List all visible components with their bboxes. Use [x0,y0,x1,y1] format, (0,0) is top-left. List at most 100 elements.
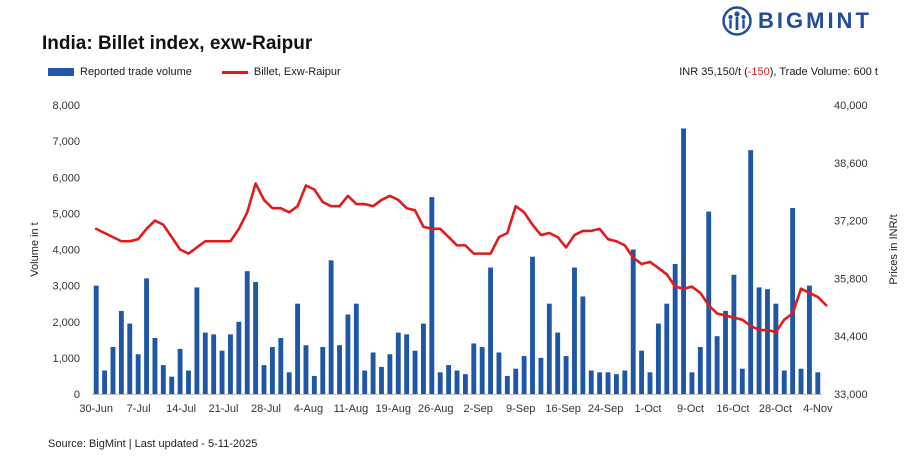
volume-bar [127,323,133,394]
volume-bar [681,128,686,395]
volume-bar [572,267,577,394]
volume-bar [538,357,544,395]
volume-bar [655,323,661,394]
x-tick-label: 9-Oct [677,403,704,415]
price-summary: INR 35,150/t (-150), Trade Volume: 600 t [679,66,878,78]
y-left-tick-label: 1,000 [52,353,80,365]
price-line [94,182,828,334]
x-tick-label: 7-Jul [127,403,151,415]
y-right-tick-label: 33,000 [834,389,868,401]
volume-bar [739,368,745,394]
volume-bar [639,350,645,394]
y-left-tick-label: 5,000 [52,208,80,220]
volume-bar [387,354,393,394]
volume-bar [815,372,821,394]
volume-bar [169,376,175,394]
y-left-axis-title: Volume in t [29,222,41,276]
volume-bar [479,347,485,394]
y-right-tick-label: 40,000 [834,100,868,112]
x-tick-label: 19-Aug [376,403,411,415]
volume-bar [806,285,812,395]
summary-prefix: INR 35,150/t ( [679,66,748,78]
volume-bar [194,287,200,394]
legend-label-volume: Reported trade volume [80,66,192,78]
legend-item-volume: Reported trade volume [48,66,192,78]
volume-bar [689,372,695,394]
y-left-tick-label: 3,000 [52,281,80,293]
volume-bar [488,267,493,394]
volume-bar [395,332,401,394]
x-tick-label: 30-Jun [79,403,113,415]
volume-bar [530,256,535,394]
volume-bar [664,303,670,394]
volume-bar [706,211,712,394]
x-tick-label: 11-Aug [334,403,369,415]
volume-bar [295,303,301,394]
volume-bar [429,197,435,394]
y-right-tick-label: 38,600 [834,158,868,170]
volume-bar [337,345,342,394]
volume-bar [404,334,410,394]
volume-bar [546,303,552,394]
bigmint-logo: BIGMINT [722,4,872,38]
x-tick-label: 4-Aug [294,403,323,415]
volume-bar [723,310,728,394]
volume-bar [135,354,141,394]
x-tick-label: 9-Sep [506,403,535,415]
volume-bar [370,352,376,394]
y-right-tick-label: 35,800 [834,273,868,285]
y-left-tick-label: 0 [74,389,80,401]
x-tick-label: 24-Sep [588,403,623,415]
x-tick-label: 16-Oct [716,403,749,415]
volume-bar [362,370,368,394]
x-tick-label: 26-Aug [418,403,453,415]
volume-bar [697,347,703,394]
y-left-tick-label: 2,000 [52,317,80,329]
volume-bar [731,274,737,394]
volume-bar [580,296,586,394]
legend-line-swatch [221,70,248,74]
volume-bar [588,370,594,394]
y-left-tick-label: 4,000 [52,245,80,257]
bigmint-logo-icon [722,6,752,36]
y-left-tick-label: 7,000 [52,136,80,148]
volume-bar [471,343,477,394]
volume-bar [790,207,796,394]
y-right-tick-label: 34,400 [834,331,868,343]
volume-bar [563,356,569,394]
volume-bar [513,368,519,394]
volume-bar [144,278,149,394]
volume-bar [320,347,326,394]
volume-bar [781,370,787,394]
volume-bar [379,366,384,394]
x-tick-label: 4-Nov [803,403,833,415]
volume-bar [504,375,510,394]
volume-bar [647,372,653,394]
y-left-tick-label: 6,000 [52,172,80,184]
volume-bar [765,289,770,394]
x-tick-label: 2-Sep [464,403,493,415]
volume-bar [186,370,191,394]
volume-bar [269,347,275,394]
chart-title: India: Billet index, exw-Raipur [42,33,313,54]
volume-bar [311,375,317,394]
volume-bar [177,348,183,394]
x-tick-label: 16-Sep [545,403,580,415]
volume-bar [286,372,292,394]
volume-bar [421,323,426,394]
brand-name: BIGMINT [758,8,872,33]
volume-bar [798,368,804,394]
x-tick-label: 1-Oct [635,403,662,415]
volume-bar [228,334,233,394]
volume-bar [714,336,720,394]
volume-bar [454,370,460,394]
volume-bar [219,350,225,394]
volume-bar [118,310,124,394]
volume-bar [244,271,250,394]
volume-bar [202,332,208,394]
volume-bar [597,372,603,394]
summary-change: -150 [747,66,770,78]
volume-bar [412,350,418,394]
volume-bar [102,370,108,394]
y-right-axis-title: Prices in INR/t [888,214,900,284]
